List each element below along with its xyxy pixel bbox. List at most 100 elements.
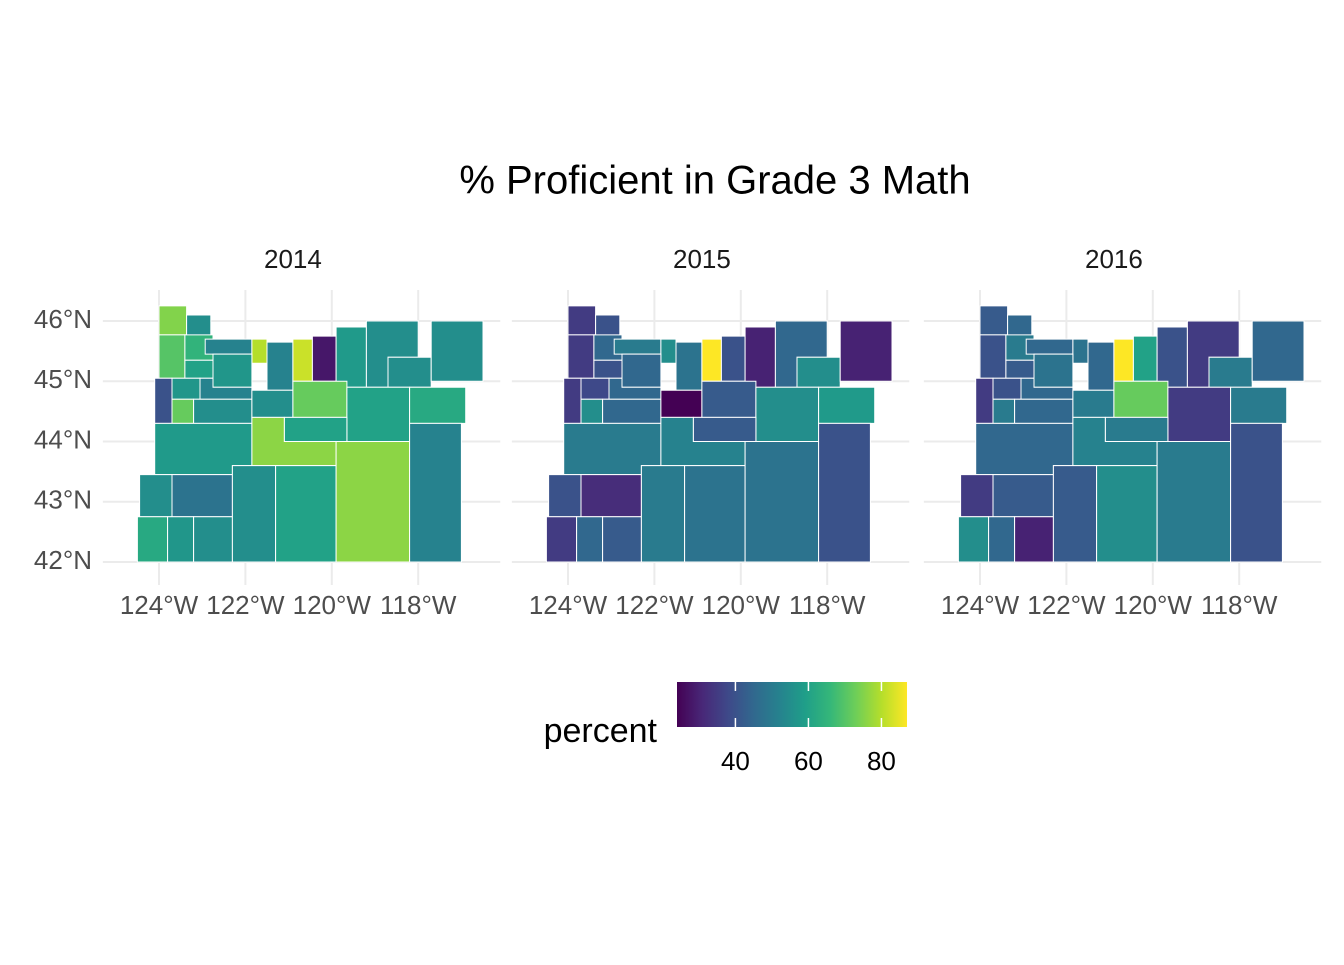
x-tick-label: 118°W [1201, 590, 1278, 620]
county [193, 516, 233, 563]
county [593, 359, 623, 379]
facet-label: 2016 [1085, 244, 1143, 274]
county [660, 338, 677, 364]
county [139, 474, 173, 518]
county [602, 516, 642, 563]
facet-label: 2014 [264, 244, 322, 274]
county [796, 356, 841, 388]
x-tick-label: 120°W [1114, 590, 1193, 620]
county [979, 305, 1009, 336]
county [212, 353, 253, 388]
county [409, 386, 467, 424]
x-tick-label: 124°W [120, 590, 199, 620]
county [158, 334, 186, 379]
county [171, 474, 233, 518]
county [992, 474, 1054, 518]
county [621, 353, 662, 388]
county [1052, 465, 1098, 563]
county [701, 380, 757, 418]
county [1096, 465, 1158, 563]
county [292, 338, 313, 382]
county [1025, 338, 1074, 355]
county [387, 356, 432, 388]
county [563, 377, 582, 424]
county [1087, 341, 1115, 391]
county [204, 338, 253, 355]
county [640, 465, 686, 563]
county [1132, 335, 1158, 382]
county [567, 305, 597, 336]
county [720, 335, 746, 382]
county [1156, 326, 1188, 388]
county [818, 422, 871, 563]
county [136, 516, 169, 563]
county [576, 516, 604, 563]
county [580, 377, 610, 400]
colorbar-tick-label: 60 [794, 746, 823, 776]
county [167, 516, 195, 563]
facet-label: 2015 [673, 244, 731, 274]
county [684, 465, 746, 563]
county [744, 441, 820, 563]
county [251, 389, 294, 418]
county [701, 338, 722, 382]
county [1072, 389, 1115, 418]
county [1113, 338, 1134, 382]
county [409, 422, 462, 563]
county [1167, 386, 1232, 442]
county [283, 416, 348, 442]
county [184, 359, 214, 379]
county [957, 516, 990, 563]
x-tick-label: 122°W [206, 590, 285, 620]
county [154, 377, 173, 424]
x-tick-label: 122°W [1027, 590, 1106, 620]
county [430, 320, 484, 382]
county [675, 341, 703, 391]
county [839, 320, 893, 382]
county [231, 465, 277, 563]
x-tick-label: 118°W [789, 590, 866, 620]
x-tick-label: 122°W [615, 590, 694, 620]
county [171, 377, 201, 400]
county [692, 416, 757, 442]
x-tick-label: 124°W [941, 590, 1020, 620]
county [992, 377, 1022, 400]
legend-title: percent [544, 712, 658, 750]
colorbar [677, 682, 907, 727]
x-tick-label: 120°W [293, 590, 372, 620]
county [580, 398, 604, 424]
x-tick-label: 120°W [702, 590, 781, 620]
y-tick-label: 46°N [34, 304, 92, 334]
county [988, 516, 1016, 563]
county [193, 398, 253, 424]
county [311, 335, 337, 382]
county [660, 389, 703, 418]
colorbar-tick-label: 40 [721, 746, 750, 776]
county [613, 338, 662, 355]
county [567, 334, 595, 379]
county [1251, 320, 1305, 382]
county [1072, 338, 1089, 364]
county [1230, 386, 1288, 424]
county [744, 326, 776, 388]
county [979, 334, 1007, 379]
chart-title: % Proficient in Grade 3 Math [459, 159, 970, 203]
county [1033, 353, 1074, 388]
county [266, 341, 294, 391]
county [292, 380, 348, 418]
county [602, 398, 662, 424]
county [975, 377, 994, 424]
county [545, 516, 578, 563]
county [1104, 416, 1169, 442]
county [755, 386, 820, 442]
county [1014, 516, 1054, 563]
county [346, 386, 411, 442]
y-tick-label: 44°N [34, 424, 92, 454]
y-tick-label: 45°N [34, 364, 92, 394]
county [335, 441, 411, 563]
colorbar-tick-label: 80 [867, 746, 896, 776]
county [580, 474, 642, 518]
county [1005, 359, 1035, 379]
county [1156, 441, 1232, 563]
